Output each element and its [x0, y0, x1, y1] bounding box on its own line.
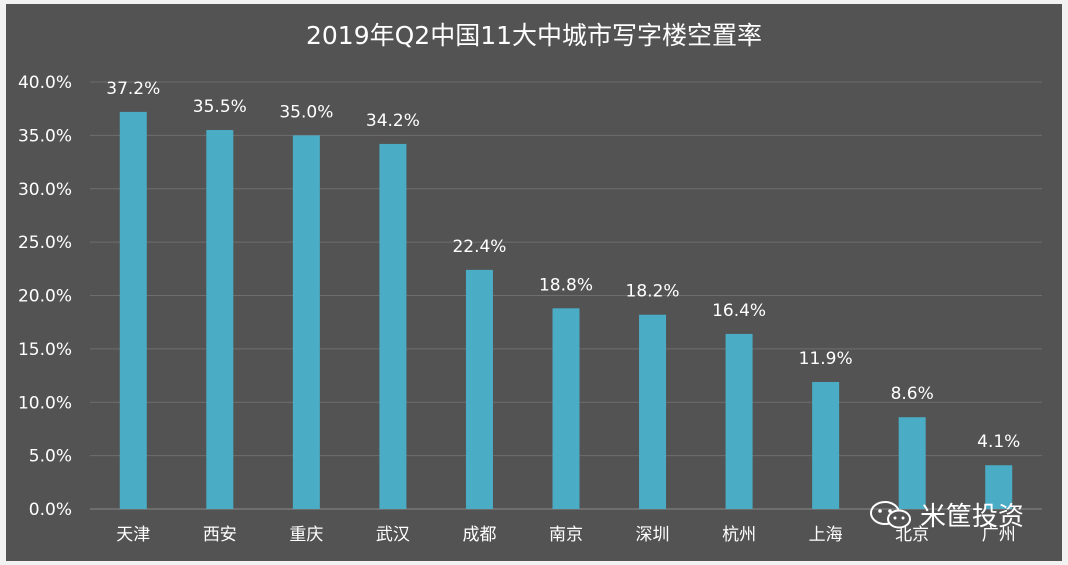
category-label: 深圳	[636, 525, 670, 545]
y-tick-label: 40.0%	[18, 73, 72, 93]
category-label: 重庆	[289, 525, 323, 545]
bar-chart: 2019年Q2中国11大中城市写字楼空置率 0.0% 5.0% 10.0% 15.0%…	[18, 21, 1042, 545]
data-label: 22.4%	[452, 237, 506, 257]
category-label: 天津	[116, 525, 150, 545]
data-label: 34.2%	[366, 111, 420, 131]
bar	[206, 130, 234, 509]
y-tick-label: 25.0%	[18, 233, 72, 253]
x-axis-categories: 天津 西安 重庆 武汉 成都 南京 深圳 杭州 上海 北京 广州	[116, 525, 1015, 545]
bar	[119, 111, 147, 509]
bar	[985, 465, 1013, 509]
y-tick-label: 10.0%	[18, 393, 72, 413]
data-label: 18.8%	[539, 275, 593, 295]
y-tick-label: 15.0%	[18, 340, 72, 360]
y-tick-label: 5.0%	[29, 447, 72, 467]
watermark-text: 米筐投资	[919, 502, 1024, 532]
bar	[552, 308, 580, 509]
data-label: 18.2%	[626, 282, 680, 302]
data-labels: 37.2% 35.5% 35.0% 34.2% 22.4% 18.8% 18.2% 16.4%…	[106, 79, 1020, 452]
gridlines	[90, 81, 1042, 510]
y-tick-label: 30.0%	[18, 180, 72, 200]
y-tick-label: 0.0%	[29, 500, 72, 520]
data-label: 16.4%	[712, 301, 766, 321]
data-label: 4.1%	[977, 432, 1020, 452]
wechat-icon	[869, 500, 911, 528]
watermark: 米筐投资	[868, 496, 1024, 533]
bar	[725, 333, 753, 509]
data-label: 35.5%	[193, 97, 247, 117]
category-label: 南京	[549, 525, 583, 545]
y-tick-label: 20.0%	[18, 287, 72, 307]
y-tick-label: 35.0%	[18, 126, 72, 146]
bar	[898, 417, 926, 509]
category-label: 西安	[203, 525, 237, 545]
bars	[119, 111, 1013, 510]
data-label: 35.0%	[279, 102, 333, 122]
data-label: 8.6%	[891, 384, 934, 404]
y-axis-ticks: 0.0% 5.0% 10.0% 15.0% 20.0% 25.0% 30.0% 35.0% 40…	[18, 73, 72, 520]
category-label: 武汉	[376, 525, 410, 545]
category-label: 成都	[462, 525, 496, 545]
data-label: 11.9%	[799, 349, 853, 369]
bar	[465, 269, 493, 509]
category-label: 上海	[809, 525, 843, 545]
category-label: 广州	[982, 525, 1016, 545]
chart-frame: 2019年Q2中国11大中城市写字楼空置率 0.0% 5.0% 10.0% 15.0%…	[6, 4, 1062, 561]
bar	[292, 135, 320, 509]
chart-title: 2019年Q2中国11大中城市写字楼空置率	[306, 21, 762, 50]
bar	[639, 314, 667, 509]
data-label: 37.2%	[106, 79, 160, 99]
category-label: 杭州	[722, 525, 756, 545]
bar	[379, 143, 407, 510]
category-label: 北京	[895, 525, 929, 545]
bar	[812, 381, 840, 509]
